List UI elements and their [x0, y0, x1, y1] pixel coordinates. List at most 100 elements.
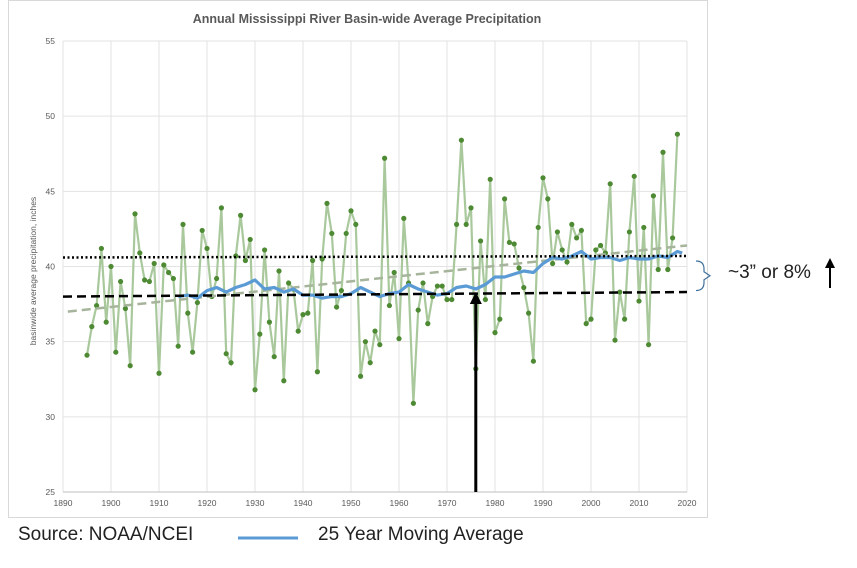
annual-data-point — [338, 287, 344, 294]
annual-data-point — [434, 283, 440, 289]
annual-data-point — [305, 310, 311, 316]
annual-data-point — [314, 369, 320, 375]
x-tick-label: 1940 — [294, 498, 313, 508]
annual-data-point — [526, 310, 532, 316]
annual-data-point — [535, 224, 541, 231]
annual-data-point — [487, 176, 493, 182]
annual-data-point — [242, 257, 248, 264]
legend-line-icon — [238, 536, 298, 540]
annual-data-point — [132, 211, 138, 217]
x-tick-label: 2010 — [630, 498, 649, 508]
annual-data-point — [506, 239, 512, 246]
x-tick-label: 2020 — [678, 498, 697, 508]
annual-data-point — [559, 247, 565, 253]
annual-data-point — [463, 221, 469, 228]
annual-data-point — [127, 363, 133, 369]
annual-data-point — [190, 349, 196, 355]
x-tick-label: 1960 — [390, 498, 409, 508]
annual-series-line — [85, 134, 679, 404]
annual-data-point — [478, 238, 484, 244]
annual-data-point — [262, 247, 268, 253]
annual-data-point — [156, 370, 162, 376]
annual-data-point — [310, 257, 316, 264]
upper-reference-line — [62, 254, 688, 259]
x-tick-label: 1890 — [54, 498, 73, 508]
annual-data-point — [353, 221, 359, 228]
annual-data-point — [103, 319, 109, 325]
x-tick-label: 1980 — [486, 498, 505, 508]
x-tick-label: 1950 — [342, 498, 361, 508]
annual-data-point — [449, 296, 455, 303]
annual-data-point — [578, 227, 585, 234]
annual-data-point — [396, 336, 402, 342]
annual-data-point — [137, 250, 143, 256]
annual-data-point — [204, 245, 210, 252]
annual-data-point — [569, 221, 575, 228]
chart-frame: 1890 1900 1910 1920 1930 1940 1950 1960 1970 1980… — [8, 0, 708, 518]
annual-data-point — [598, 242, 604, 249]
vertical-arrow-head — [469, 292, 482, 305]
annual-data-point — [458, 137, 464, 143]
y-tick-label: 45 — [46, 186, 56, 196]
annual-data-point — [439, 283, 445, 289]
x-tick-label: 1930 — [246, 498, 265, 508]
annual-data-point — [545, 196, 551, 202]
annual-data-point — [631, 173, 637, 179]
annual-data-point — [113, 349, 119, 355]
annual-data-point — [257, 331, 263, 337]
annual-data-point — [516, 265, 522, 271]
annual-data-point — [468, 205, 474, 211]
annual-data-point — [554, 229, 561, 235]
up-arrow-icon — [825, 258, 835, 268]
annual-data-point — [401, 215, 407, 221]
annual-data-point — [343, 230, 349, 237]
annual-data-point — [521, 284, 527, 291]
annual-data-point — [497, 316, 503, 322]
annual-data-point — [550, 260, 556, 267]
annual-data-point — [161, 262, 167, 268]
annual-data-point — [511, 241, 517, 247]
annual-data-point — [674, 131, 681, 137]
x-tick-label: 1920 — [198, 498, 217, 508]
annual-data-point — [266, 319, 272, 325]
y-tick-label: 25 — [46, 487, 56, 497]
annual-data-point — [593, 247, 599, 253]
annual-data-point — [118, 278, 124, 285]
annual-data-point — [98, 245, 104, 252]
grid — [62, 40, 688, 493]
annual-data-point — [612, 337, 618, 343]
annual-data-point — [329, 230, 335, 237]
annual-data-point — [425, 321, 431, 327]
annual-data-point — [492, 330, 498, 336]
annual-data-point — [386, 302, 392, 309]
annual-data-point — [238, 212, 244, 218]
annual-data-point — [377, 342, 383, 348]
chart-marks — [62, 131, 688, 492]
annual-data-point — [482, 296, 488, 303]
axes: 1890 1900 1910 1920 1930 1940 1950 1960 1970 1980… — [46, 36, 697, 508]
annual-data-point — [295, 328, 301, 334]
annual-data-point — [650, 193, 657, 199]
legend-label: 25 Year Moving Average — [318, 524, 524, 545]
annual-data-point — [617, 289, 623, 295]
annual-data-point — [622, 316, 628, 322]
annual-data-point — [89, 324, 95, 330]
annual-data-point — [583, 321, 589, 327]
y-tick-label: 40 — [46, 262, 56, 272]
annual-data-point — [218, 205, 224, 211]
annual-data-point — [151, 260, 157, 267]
annual-data-point — [665, 266, 671, 273]
annual-data-point — [175, 343, 181, 349]
annual-data-point — [286, 280, 292, 286]
annual-data-point — [324, 200, 330, 206]
annual-data-point — [122, 305, 128, 312]
x-tick-label: 1900 — [102, 498, 121, 508]
trend-line — [67, 244, 688, 313]
annual-data-point — [170, 275, 176, 282]
annual-data-point — [146, 278, 152, 285]
annual-data-point — [588, 316, 594, 322]
source-label: Source: NOAA/NCEI — [18, 524, 194, 545]
annual-data-point — [655, 266, 661, 273]
annual-data-point — [247, 236, 253, 243]
annual-data-point — [300, 312, 306, 318]
